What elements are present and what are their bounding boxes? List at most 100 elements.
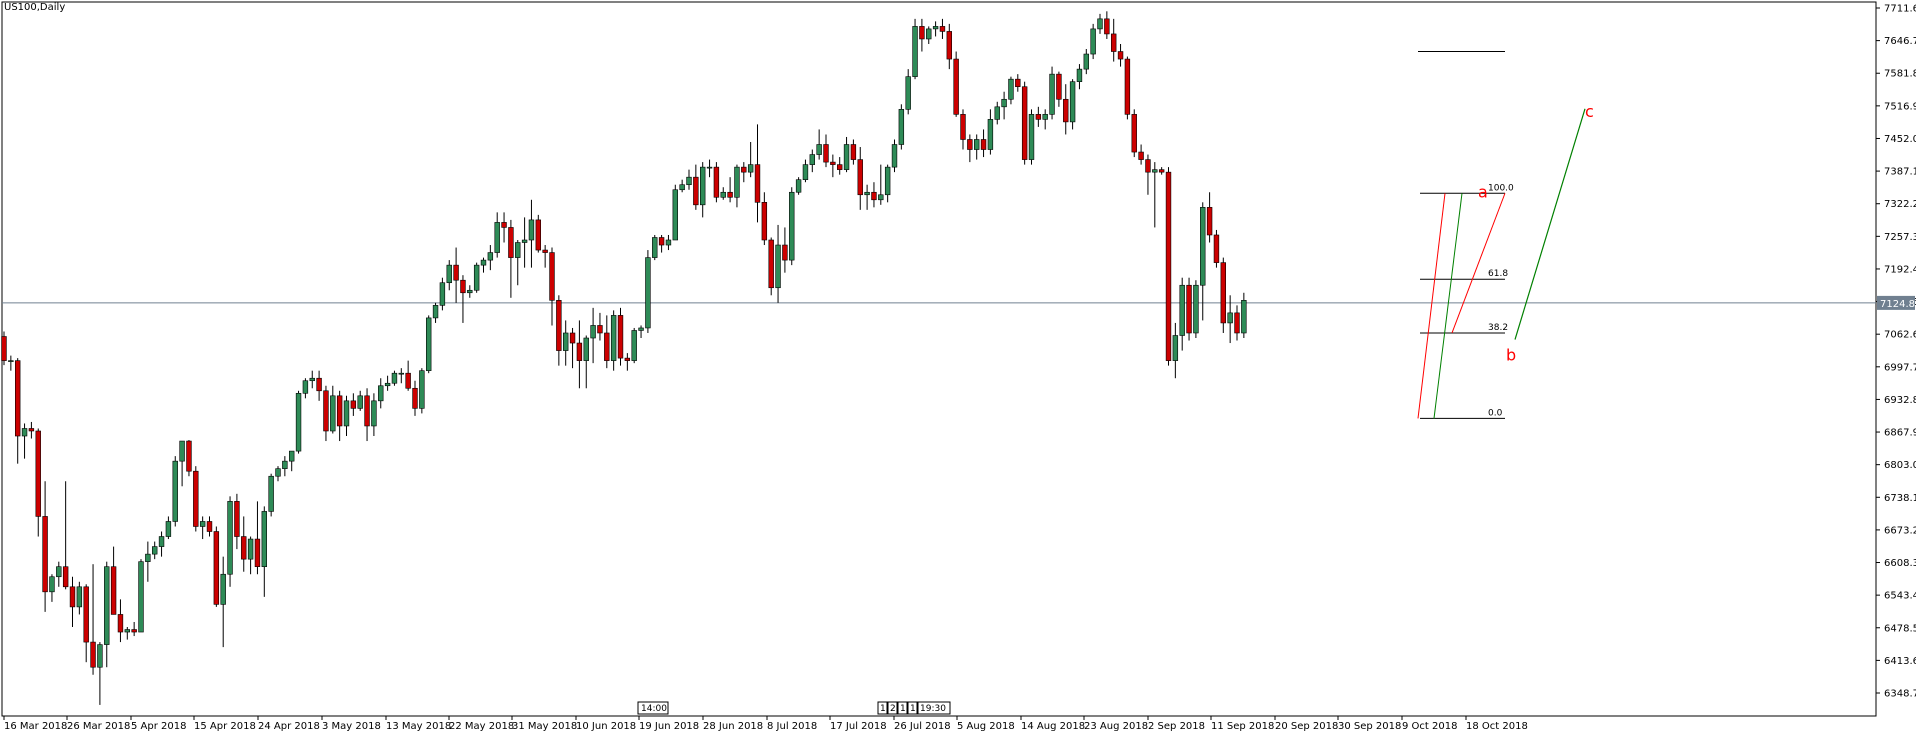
candle-body: [802, 164, 809, 180]
candle-body: [843, 144, 850, 170]
candle-body: [412, 387, 418, 409]
candle: [535, 214, 542, 253]
candle: [939, 18, 946, 39]
candle-body: [220, 573, 226, 605]
candle-body: [556, 300, 562, 351]
candle-body: [295, 392, 302, 452]
candle: [713, 162, 720, 203]
candle-body: [734, 166, 740, 198]
time-marker-label: 1: [900, 704, 906, 714]
x-tick-label: 11 Sep 2018: [1211, 721, 1274, 732]
candle-body: [912, 26, 918, 77]
candle: [1117, 43, 1124, 67]
y-tick-label: 6932.80: [1884, 395, 1916, 406]
candle-body: [645, 257, 651, 329]
candle-body: [515, 242, 521, 258]
candle: [1, 331, 7, 366]
x-axis: 16 Mar 2018 26 Mar 2018 5 Apr 2018 15 Apr 2…: [3, 716, 1528, 732]
candle-body: [960, 114, 966, 140]
time-marker-box: [887, 701, 898, 715]
candle: [576, 320, 583, 389]
x-tick-label: 9 Oct 2018: [1402, 721, 1457, 732]
candle: [480, 257, 487, 273]
candle: [1145, 154, 1151, 195]
candle-body: [391, 372, 398, 384]
candle-body: [1206, 207, 1213, 236]
candle: [419, 368, 425, 414]
candle-body: [419, 370, 425, 409]
candle: [145, 541, 151, 582]
candle-body: [932, 26, 939, 30]
fibonacci-retracement: 100.0 61.8 38.2 0.0: [1420, 183, 1514, 419]
y-tick-label: 6673.20: [1884, 525, 1916, 536]
candle-body: [83, 586, 89, 643]
candle: [1063, 84, 1069, 135]
candle: [816, 129, 822, 160]
candle-body: [590, 325, 596, 339]
candle: [864, 184, 870, 210]
candle-body: [864, 191, 870, 196]
candle: [658, 234, 665, 253]
candle-body: [1179, 284, 1185, 336]
candle: [76, 581, 83, 615]
candle: [775, 224, 781, 303]
candle: [288, 450, 295, 472]
candle-body: [1172, 335, 1179, 361]
candle: [1172, 322, 1179, 379]
candle-body: [473, 264, 480, 291]
candle: [652, 234, 658, 261]
candle-body: [439, 282, 446, 306]
candle-body: [1090, 28, 1096, 55]
x-tick-label: 13 May 2018: [386, 721, 451, 732]
candle-body: [795, 179, 802, 193]
candle: [672, 184, 679, 241]
candle: [1097, 13, 1103, 34]
candle-body: [330, 395, 336, 432]
candle-body: [1117, 51, 1124, 60]
candle-body: [686, 176, 692, 186]
candle: [295, 390, 302, 454]
candle: [487, 245, 494, 271]
candle-body: [56, 566, 62, 578]
candle: [213, 526, 220, 607]
time-marker-box: [907, 701, 918, 715]
candle-body: [432, 305, 439, 319]
candle-body: [398, 372, 404, 375]
candle-body: [261, 511, 267, 567]
candle: [528, 199, 535, 268]
fib-trend-line: [1433, 193, 1463, 419]
time-marker-label: 2: [890, 704, 896, 714]
candle: [1104, 11, 1110, 39]
candle-body: [857, 159, 863, 196]
candle: [706, 159, 713, 178]
candle: [152, 541, 158, 560]
candle: [261, 506, 267, 597]
candle: [131, 621, 137, 637]
candle: [884, 164, 891, 203]
candle-body: [823, 144, 829, 163]
candle: [583, 335, 589, 389]
y-tick-label: 7322.20: [1884, 199, 1916, 210]
candle-body: [693, 176, 699, 206]
candle: [1028, 109, 1035, 165]
candle-body: [884, 166, 891, 196]
candle: [699, 162, 706, 218]
candle: [275, 466, 281, 482]
candle: [980, 129, 987, 158]
candle-body: [1028, 114, 1035, 160]
candle: [720, 187, 726, 200]
candle-body: [1021, 86, 1028, 160]
candle: [158, 531, 165, 557]
candle-body: [90, 641, 96, 668]
candle: [364, 388, 370, 442]
candle: [357, 390, 363, 411]
candle: [912, 18, 918, 80]
candle: [761, 192, 768, 246]
candle: [193, 466, 199, 532]
candle: [323, 385, 329, 442]
candle-body: [480, 259, 487, 266]
candle: [802, 159, 809, 183]
candle: [1021, 81, 1028, 165]
y-tick-label: 7192.40: [1884, 264, 1916, 275]
